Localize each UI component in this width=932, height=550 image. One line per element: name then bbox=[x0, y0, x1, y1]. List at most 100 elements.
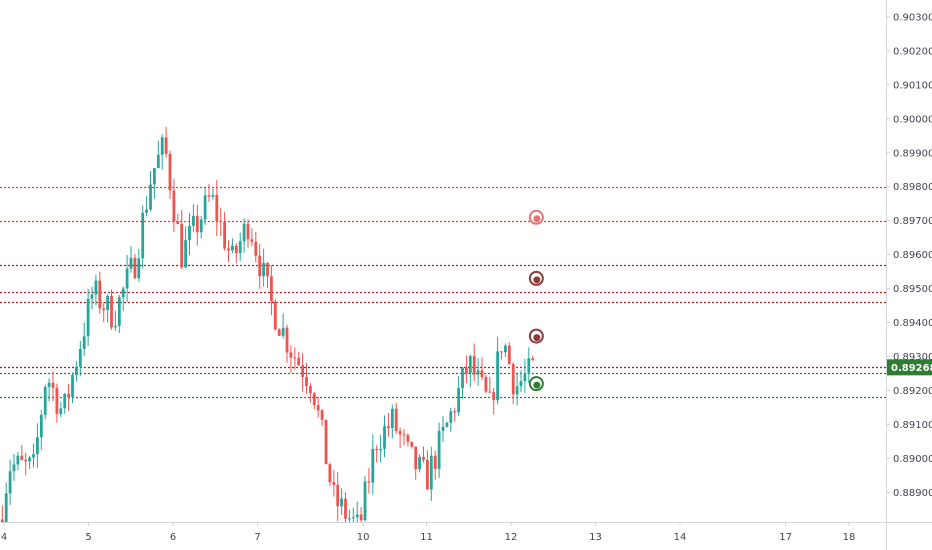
candle-body[interactable] bbox=[16, 455, 20, 465]
candle-body[interactable] bbox=[156, 154, 160, 169]
candle-body[interactable] bbox=[12, 464, 16, 472]
candle-body[interactable] bbox=[223, 221, 227, 249]
candle-body[interactable] bbox=[383, 426, 386, 450]
candle-body[interactable] bbox=[172, 190, 176, 222]
candle-body[interactable] bbox=[472, 356, 476, 375]
candle-body[interactable] bbox=[39, 414, 43, 438]
candle-body[interactable] bbox=[238, 241, 242, 254]
candle-body[interactable] bbox=[59, 408, 63, 415]
candle-body[interactable] bbox=[94, 280, 98, 295]
candle-body[interactable] bbox=[312, 393, 316, 406]
candle-body[interactable] bbox=[476, 370, 480, 375]
candle-body[interactable] bbox=[250, 239, 254, 242]
candle-body[interactable] bbox=[82, 336, 86, 349]
candle-body[interactable] bbox=[402, 434, 406, 436]
candle-body[interactable] bbox=[375, 448, 379, 451]
candle-body[interactable] bbox=[149, 184, 152, 210]
candle-body[interactable] bbox=[504, 345, 507, 353]
candle-body[interactable] bbox=[86, 298, 90, 337]
candle-body[interactable] bbox=[390, 408, 394, 429]
candle-body[interactable] bbox=[273, 301, 277, 330]
candle-body[interactable] bbox=[160, 137, 164, 155]
candle-body[interactable] bbox=[67, 393, 71, 397]
candle-body[interactable] bbox=[121, 288, 125, 298]
candle-body[interactable] bbox=[129, 257, 133, 269]
candle-body[interactable] bbox=[461, 367, 464, 389]
candle-body[interactable] bbox=[215, 195, 219, 221]
candle-body[interactable] bbox=[114, 326, 117, 328]
candle-body[interactable] bbox=[480, 370, 484, 378]
candle-body[interactable] bbox=[211, 195, 215, 197]
candle-body[interactable] bbox=[242, 223, 246, 242]
candle-body[interactable] bbox=[141, 212, 145, 259]
candle-body[interactable] bbox=[527, 358, 531, 374]
candle-body[interactable] bbox=[188, 225, 191, 241]
candle-body[interactable] bbox=[332, 482, 336, 485]
candle-body[interactable] bbox=[398, 430, 402, 435]
candle-body[interactable] bbox=[453, 411, 457, 413]
candle-body[interactable] bbox=[433, 455, 437, 469]
candle-body[interactable] bbox=[145, 209, 149, 213]
candle-body[interactable] bbox=[55, 387, 59, 415]
candle-body[interactable] bbox=[75, 366, 78, 376]
candle-body[interactable] bbox=[153, 168, 156, 185]
candle-body[interactable] bbox=[449, 411, 453, 423]
candle-body[interactable] bbox=[309, 385, 312, 394]
candle-body[interactable] bbox=[320, 410, 324, 420]
candle-body[interactable] bbox=[328, 464, 332, 483]
candle-body[interactable] bbox=[297, 357, 301, 366]
candle-body[interactable] bbox=[78, 348, 82, 367]
candle-body[interactable] bbox=[406, 435, 410, 442]
candle-body[interactable] bbox=[344, 498, 347, 519]
candle-body[interactable] bbox=[496, 351, 500, 401]
candle-body[interactable] bbox=[324, 419, 328, 465]
candle-body[interactable] bbox=[519, 381, 523, 387]
candle-body[interactable] bbox=[192, 215, 195, 226]
candle-body[interactable] bbox=[71, 375, 74, 397]
candle-body[interactable] bbox=[262, 262, 266, 277]
candle-body[interactable] bbox=[106, 295, 110, 311]
candle-body[interactable] bbox=[500, 351, 503, 353]
candle-body[interactable] bbox=[523, 373, 527, 382]
candle-body[interactable] bbox=[359, 514, 363, 521]
time-axis[interactable]: 4 5 6 7 10 11 12 13 14 17 18 bbox=[1, 522, 856, 543]
candle-body[interactable] bbox=[24, 459, 28, 462]
candle-body[interactable] bbox=[176, 221, 180, 224]
candle-body[interactable] bbox=[254, 241, 258, 256]
candle-body[interactable] bbox=[394, 408, 398, 431]
candle-body[interactable] bbox=[8, 471, 12, 494]
candle-body[interactable] bbox=[51, 382, 55, 388]
candle-body[interactable] bbox=[316, 405, 320, 411]
candle-body[interactable] bbox=[63, 393, 67, 409]
candle-body[interactable] bbox=[207, 195, 211, 197]
candle-body[interactable] bbox=[457, 388, 461, 413]
candle-body[interactable] bbox=[90, 294, 94, 299]
candle-body[interactable] bbox=[110, 295, 113, 328]
candle-body[interactable] bbox=[168, 153, 172, 191]
candle-body[interactable] bbox=[348, 518, 351, 520]
candle-body[interactable] bbox=[36, 437, 39, 455]
candle-body[interactable] bbox=[465, 367, 468, 374]
candle-body[interactable] bbox=[227, 248, 230, 251]
candle-body[interactable] bbox=[305, 377, 308, 386]
candle-body[interactable] bbox=[301, 365, 305, 378]
candle-body[interactable] bbox=[289, 352, 293, 358]
candle-body[interactable] bbox=[133, 257, 137, 279]
candle-body[interactable] bbox=[445, 422, 449, 427]
candle-body[interactable] bbox=[117, 297, 121, 327]
candle-body[interactable] bbox=[363, 481, 367, 521]
candle-body[interactable] bbox=[219, 220, 223, 222]
candle-body[interactable] bbox=[266, 262, 269, 277]
candle-body[interactable] bbox=[32, 454, 35, 458]
candle-body[interactable] bbox=[195, 215, 199, 233]
candle-body[interactable] bbox=[0, 519, 4, 536]
candle-body[interactable] bbox=[441, 426, 445, 431]
candle-body[interactable] bbox=[336, 484, 340, 507]
candle-body[interactable] bbox=[125, 268, 129, 289]
candle-body[interactable] bbox=[293, 357, 297, 359]
candle-body[interactable] bbox=[426, 459, 429, 490]
candle-body[interactable] bbox=[281, 327, 285, 336]
candle-body[interactable] bbox=[511, 363, 515, 395]
candle-body[interactable] bbox=[47, 382, 51, 387]
